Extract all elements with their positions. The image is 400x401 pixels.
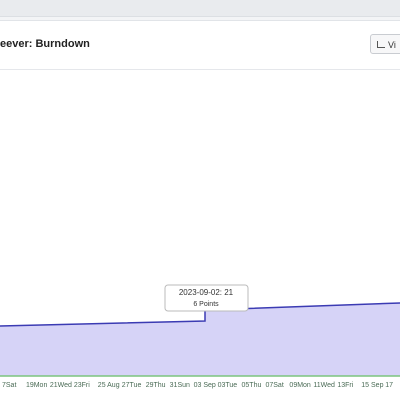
x-tick-label: 09Mon [289,382,311,389]
tooltip-box [164,284,249,312]
burndown-area [0,303,400,376]
burndown-line [0,302,400,327]
card-title: eever: Burndown [0,38,90,50]
view-button[interactable]: Vi [370,34,400,54]
x-tick-label: 03 Sep [194,382,216,389]
x-tick-label: 29Thu [146,382,166,389]
x-tick-label: 7Sat [2,382,16,389]
top-bar [0,0,400,17]
card-header: eever: Burndown Vi [0,21,400,70]
tooltip-date: 2023-09-02: 21 [179,288,234,297]
x-tick-label: 27Tue [122,382,142,389]
tooltip-points: 6 Points [193,301,219,308]
x-tick-label: 31Sun [170,382,190,389]
x-tick-label: 13Fri [337,382,353,389]
x-tick-label: 05Thu [242,382,262,389]
x-tick-label: 11Wed [313,382,335,389]
x-tick-label: 03Tue [218,382,238,389]
x-tick-label: 19Mon [26,382,48,389]
x-tick-label: 25 Aug [98,382,120,389]
chart-icon [377,41,385,48]
x-tick-label: 21Wed [50,382,72,389]
x-tick-label: 17 [385,382,393,389]
button-label: Vi [388,40,396,50]
x-tick-label: 15 Sep [361,382,383,389]
x-tick-label: 23Fri [74,382,90,389]
x-tick-label: 07Sat [265,382,283,389]
